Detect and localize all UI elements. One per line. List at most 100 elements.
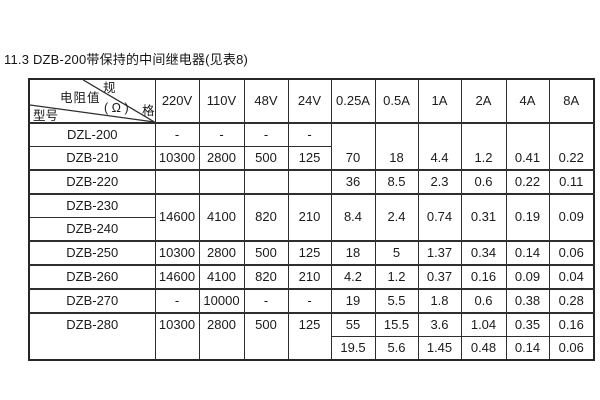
resistance-cell: - <box>243 288 289 314</box>
row-dzb-210: DZB-210 10300 2800 500 125 <box>28 146 594 171</box>
row-dzb-260: DZB-260 14600 4100 820 210 4.2 1.2 0.37 … <box>28 264 595 290</box>
resistance-cell: 0.22 <box>548 122 595 171</box>
corner-label-spec-top: 规 <box>103 81 116 95</box>
resistance-cell: 19.5 <box>330 336 376 361</box>
row-dzb-280-second: 19.5 5.6 1.45 0.48 0.14 0.06 <box>29 336 595 361</box>
model-cell: DZB-240 <box>28 217 156 242</box>
resistance-cell: 0.11 <box>548 169 595 195</box>
resistance-cell: 500 <box>243 240 289 266</box>
resistance-cell: 0.06 <box>548 336 595 361</box>
resistance-cell: - <box>154 122 200 147</box>
resistance-cell: 0.14 <box>505 336 550 361</box>
resistance-cell: 70 <box>330 122 376 171</box>
resistance-cell: 1.04 <box>460 312 507 337</box>
resistance-cell: 10300 <box>154 240 200 266</box>
resistance-cell: 4.4 <box>417 122 462 171</box>
corner-label-resistance: 电阻值 <box>60 91 101 105</box>
resistance-cell: - <box>243 122 289 147</box>
resistance-cell: - <box>287 122 332 147</box>
resistance-cell <box>198 169 245 195</box>
resistance-cell: 125 <box>287 146 332 171</box>
resistance-cell: 500 <box>243 146 289 171</box>
row-dzb-280: DZB-280 10300 2800 500 125 55 15.5 3.6 1… <box>28 312 595 361</box>
resistance-cell: 0.06 <box>548 240 595 266</box>
model-cell: DZB-210 <box>28 146 156 171</box>
col-header-1a: 1A <box>417 78 462 124</box>
resistance-cell: 15.5 <box>374 312 419 337</box>
resistance-cell: - <box>287 288 332 314</box>
resistance-cell: 820 <box>243 264 289 290</box>
section-title: 11.3 DZB-200带保持的中间继电器(见表8) <box>4 52 249 67</box>
row-dzb-240: DZB-240 <box>28 217 594 242</box>
resistance-cell: - <box>154 288 200 314</box>
resistance-cell: 1.2 <box>460 122 507 171</box>
diagonal-divider-lines <box>30 80 154 121</box>
row-dzb-270: DZB-270 - 10000 - - 19 5.5 1.8 0.6 0.38 … <box>28 288 595 314</box>
resistance-cell: - <box>198 122 245 147</box>
resistance-cell: 500 <box>243 312 289 361</box>
row-dzb-220: DZB-220 36 8.5 2.3 0.6 0.22 0.11 <box>28 169 595 195</box>
resistance-cell: 0.6 <box>460 169 507 195</box>
resistance-cell: 5.6 <box>374 336 419 361</box>
model-cell: DZB-280 <box>28 312 156 361</box>
resistance-cell: 10300 <box>154 312 200 361</box>
resistance-cell: 14600 <box>154 264 200 290</box>
resistance-cell: 2800 <box>198 240 245 266</box>
resistance-cell: 4100 <box>198 264 245 290</box>
corner-header-cell: 规 格 电阻值 ( Ω ) 型号 <box>28 78 156 124</box>
resistance-cell: 1.37 <box>417 240 462 266</box>
col-header-0-25a: 0.25A <box>330 78 376 124</box>
resistance-cell: 0.19 <box>505 193 550 242</box>
col-header-48v: 48V <box>243 78 289 124</box>
row-dzl-200: DZL-200 - - - - 70 18 4.4 1.2 0.41 0.22 <box>28 122 595 171</box>
model-cell: DZB-230 <box>28 193 156 218</box>
resistance-cell: 1.45 <box>417 336 462 361</box>
resistance-cell: 0.31 <box>460 193 507 242</box>
resistance-cell <box>243 169 289 195</box>
resistance-cell: 210 <box>287 264 332 290</box>
resistance-cell: 2.4 <box>374 193 419 242</box>
header-row: 规 格 电阻值 ( Ω ) 型号 220V 110V 48V 24V 0.25A… <box>28 78 595 124</box>
resistance-cell: 2800 <box>198 146 245 171</box>
model-cell: DZB-250 <box>28 240 156 266</box>
resistance-cell: 19 <box>330 288 376 314</box>
col-header-8a: 8A <box>548 78 595 124</box>
resistance-cell: 0.09 <box>548 193 595 242</box>
resistance-cell: 1.2 <box>374 264 419 290</box>
resistance-cell: 18 <box>374 122 419 171</box>
relay-spec-table: 规 格 电阻值 ( Ω ) 型号 220V 110V 48V 24V 0.25A… <box>28 78 595 361</box>
col-header-110v: 110V <box>198 78 245 124</box>
resistance-cell: 125 <box>287 312 332 361</box>
resistance-cell: 10000 <box>198 288 245 314</box>
resistance-cell: 0.16 <box>460 264 507 290</box>
resistance-cell: 10300 <box>154 146 200 171</box>
resistance-cell: 0.16 <box>548 312 595 337</box>
resistance-cell: 0.34 <box>460 240 507 266</box>
resistance-cell: 2800 <box>198 312 245 361</box>
resistance-cell: 0.74 <box>417 193 462 242</box>
resistance-cell: 36 <box>330 169 376 195</box>
resistance-cell: 3.6 <box>417 312 462 337</box>
resistance-cell <box>154 169 200 195</box>
row-dzb-250: DZB-250 10300 2800 500 125 18 5 1.37 0.3… <box>28 240 595 266</box>
corner-label-model: 型号 <box>33 109 59 123</box>
resistance-cell: 5 <box>374 240 419 266</box>
resistance-cell: 0.37 <box>417 264 462 290</box>
resistance-cell: 210 <box>287 193 332 242</box>
resistance-cell: 0.04 <box>548 264 595 290</box>
corner-label-ohm-unit: ( Ω ) <box>104 101 129 115</box>
corner-label-spec-bottom: 格 <box>142 104 155 118</box>
resistance-cell: 820 <box>243 193 289 242</box>
resistance-cell: 14600 <box>154 193 200 242</box>
resistance-cell: 18 <box>330 240 376 266</box>
resistance-cell: 0.48 <box>460 336 507 361</box>
resistance-cell: 0.38 <box>505 288 550 314</box>
resistance-cell: 0.6 <box>460 288 507 314</box>
resistance-cell: 8.4 <box>330 193 376 242</box>
resistance-cell: 2.3 <box>417 169 462 195</box>
model-cell: DZB-260 <box>28 264 156 290</box>
resistance-cell: 4.2 <box>330 264 376 290</box>
resistance-cell: 8.5 <box>374 169 419 195</box>
col-header-2a: 2A <box>460 78 507 124</box>
